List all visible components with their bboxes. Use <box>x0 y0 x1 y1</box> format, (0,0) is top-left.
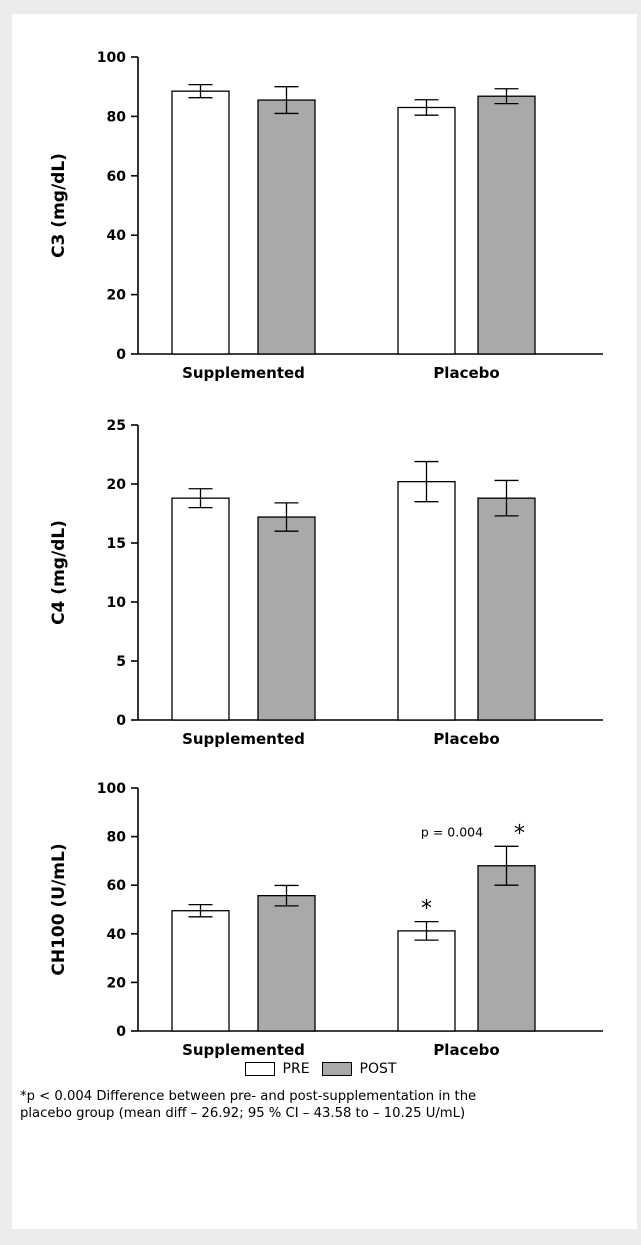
chart-panel-1: C3 (mg/dL) 0 20 40 60 80 100 Supplemented Placeb… <box>49 50 603 382</box>
y-tick-label: 0 <box>116 713 126 729</box>
bar-pre-supplemented <box>171 497 230 721</box>
y-tick-label: 40 <box>107 927 127 943</box>
y-axis-label: C3 (mg/dL) <box>49 153 69 258</box>
y-tick-label: 80 <box>107 830 127 846</box>
y-tick-label: 20 <box>107 477 127 493</box>
y-tick-label: 25 <box>107 418 126 434</box>
legend-item-post: POST <box>321 1061 397 1077</box>
footnote-line-1: *p < 0.004 Difference between pre- and p… <box>20 1089 477 1104</box>
y-tick-label: 0 <box>116 347 126 363</box>
legend-swatch-pre <box>244 1062 275 1076</box>
legend: PRE POST <box>0 1061 641 1077</box>
x-category-label: Placebo <box>433 730 499 748</box>
bar-post-supplemented <box>257 99 316 355</box>
bar-pre-supplemented <box>171 910 230 1032</box>
y-tick-label: 80 <box>107 109 127 125</box>
bar-post-placebo <box>477 865 536 1032</box>
x-category-label: Supplemented <box>182 1041 305 1059</box>
bar-pre-placebo <box>397 106 456 355</box>
legend-label-pre: PRE <box>282 1061 310 1077</box>
y-tick-label: 40 <box>107 228 127 244</box>
y-tick-label: 20 <box>107 975 127 991</box>
bar-post-placebo <box>477 497 536 721</box>
bar-pre-supplemented <box>171 90 230 355</box>
bar-post-supplemented <box>257 894 316 1032</box>
chart-panel-3: CH100 (U/mL) 0 20 40 60 80 100 Supplemented Plac… <box>49 781 603 1059</box>
y-tick-label: 0 <box>116 1024 126 1040</box>
bar-post-placebo <box>477 95 536 355</box>
bar-pre-placebo <box>397 930 456 1032</box>
y-tick-label: 15 <box>107 536 126 552</box>
significance-asterisk: * <box>514 821 525 846</box>
footnote-line-2: placebo group (mean diff – 26.92; 95 % C… <box>20 1106 466 1121</box>
y-tick-label: 60 <box>107 878 127 894</box>
legend-label-post: POST <box>359 1061 397 1077</box>
footnote: *p < 0.004 Difference between pre- and p… <box>20 1088 630 1122</box>
significance-asterisk: * <box>421 897 432 922</box>
x-category-label: Supplemented <box>182 730 305 748</box>
y-tick-label: 5 <box>116 654 126 670</box>
y-tick-label: 10 <box>107 595 127 611</box>
y-axis-label: CH100 (U/mL) <box>49 843 69 975</box>
y-tick-label: 100 <box>97 781 126 797</box>
legend-item-pre: PRE <box>244 1061 310 1077</box>
x-category-label: Supplemented <box>182 364 305 382</box>
y-tick-label: 60 <box>107 169 127 185</box>
y-tick-label: 20 <box>107 288 127 304</box>
bar-post-supplemented <box>257 516 316 721</box>
y-axis-label: C4 (mg/dL) <box>49 520 69 625</box>
legend-swatch-post <box>321 1062 352 1076</box>
x-category-label: Placebo <box>433 1041 499 1059</box>
chart-panel-2: C4 (mg/dL) 0 5 10 15 20 25 Supplemented Placebo <box>49 418 603 748</box>
y-tick-label: 100 <box>97 50 126 66</box>
p-value-label: p = 0.004 <box>421 824 483 839</box>
x-category-label: Placebo <box>433 364 499 382</box>
bar-pre-placebo <box>397 480 456 721</box>
